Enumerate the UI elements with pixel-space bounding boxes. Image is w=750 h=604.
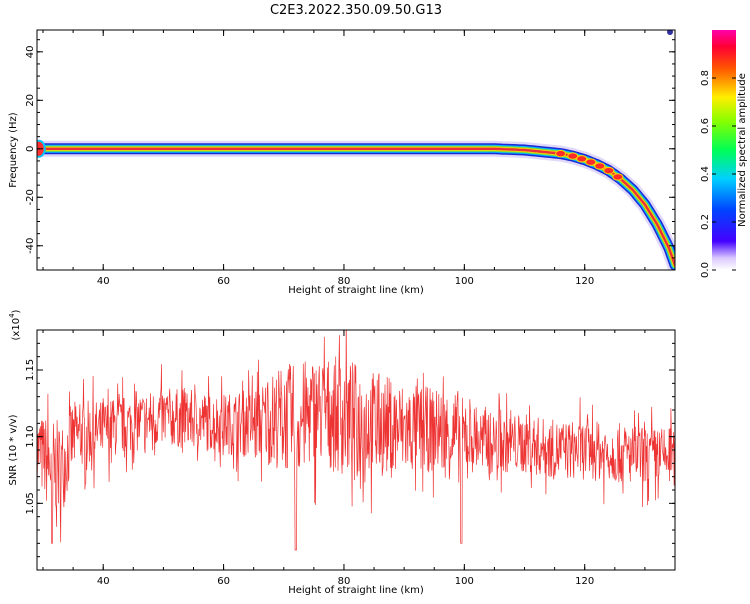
colorbar: 0.0 0.2 0.4 0.6 0.8 Normalized spectral ampl… bbox=[700, 30, 748, 278]
spectrogram-axis-ticks: 40 60 80 100 120 40 20 0 -20 -40 bbox=[25, 30, 676, 287]
spectrogram-x-label: Height of straight line (km) bbox=[288, 285, 424, 296]
spectrogram-panel: 40 60 80 100 120 40 20 0 -20 -40 Height of straig… bbox=[8, 29, 676, 296]
ridge-peak-marker bbox=[612, 173, 624, 181]
spectrogram-frame bbox=[36, 29, 676, 271]
snr-panel: 40 60 80 100 120 1.15 1.10 1.05 Height of strai… bbox=[8, 309, 676, 596]
snr-y-tick-label: 1.15 bbox=[25, 359, 36, 381]
spectral-ridge bbox=[37, 30, 675, 270]
snr-y-tick-label: 1.10 bbox=[25, 426, 36, 448]
spectrogram-x-tick-label: 40 bbox=[97, 276, 110, 287]
ridge-peak-marker bbox=[585, 158, 597, 166]
colorbar-label: Normalized spectral amplitude bbox=[737, 73, 748, 227]
ridge-peak-marker bbox=[594, 162, 606, 170]
snr-multiplier-close: ) bbox=[11, 309, 22, 313]
snr-x-label: Height of straight line (km) bbox=[288, 585, 424, 596]
snr-x-tick-label: 100 bbox=[455, 576, 474, 587]
spectrogram-y-tick-label: -20 bbox=[25, 189, 36, 205]
spectrogram-x-tick-label: 100 bbox=[455, 276, 474, 287]
snr-x-tick-label: 40 bbox=[97, 576, 110, 587]
spectrogram-y-tick-label: 40 bbox=[25, 45, 36, 58]
spectrogram-x-tick-label: 60 bbox=[217, 276, 230, 287]
snr-y-tick-label: 1.05 bbox=[25, 492, 36, 514]
spectrogram-x-tick-label: 120 bbox=[575, 276, 594, 287]
snr-x-tick-label: 80 bbox=[338, 576, 351, 587]
svg-text:(x104): (x104) bbox=[8, 309, 22, 340]
ridge-peak-marker bbox=[603, 166, 615, 175]
corner-dot-marker bbox=[667, 30, 673, 35]
ridge-peak-marker bbox=[567, 152, 579, 160]
ridge-peak-marker bbox=[576, 155, 588, 163]
figure-title: C2E3.2022.350.09.50.G13 bbox=[270, 3, 442, 18]
colorbar-tick-label: 0.0 bbox=[700, 262, 711, 278]
colorbar-tick-label: 0.6 bbox=[700, 118, 711, 134]
snr-multiplier-exp: 4 bbox=[8, 313, 16, 318]
colorbar-tick-label: 0.2 bbox=[700, 214, 711, 230]
snr-multiplier-base: (x10 bbox=[11, 318, 22, 341]
snr-x-tick-label: 120 bbox=[575, 576, 594, 587]
spectrogram-y-tick-label: 0 bbox=[25, 146, 36, 152]
ridge-peak-marker bbox=[555, 149, 567, 158]
snr-y-label: SNR (10 * v/v) bbox=[8, 414, 19, 485]
snr-axis-ticks: 40 60 80 100 120 1.15 1.10 1.05 bbox=[25, 330, 676, 587]
spectrogram-y-tick-label: 20 bbox=[25, 94, 36, 107]
colorbar-gradient bbox=[712, 30, 736, 270]
snr-multiplier: (x104) bbox=[8, 309, 22, 340]
spectrogram-y-label: Frequency (Hz) bbox=[8, 112, 19, 188]
spectrogram-x-tick-label: 80 bbox=[338, 276, 351, 287]
colorbar-ticks: 0.0 0.2 0.4 0.6 0.8 bbox=[700, 70, 736, 278]
spectrogram-y-tick-label: -40 bbox=[25, 238, 36, 254]
colorbar-tick-label: 0.4 bbox=[700, 166, 711, 182]
colorbar-tick-label: 0.8 bbox=[700, 70, 711, 86]
snr-series-line bbox=[37, 330, 675, 551]
snr-x-tick-label: 60 bbox=[217, 576, 230, 587]
